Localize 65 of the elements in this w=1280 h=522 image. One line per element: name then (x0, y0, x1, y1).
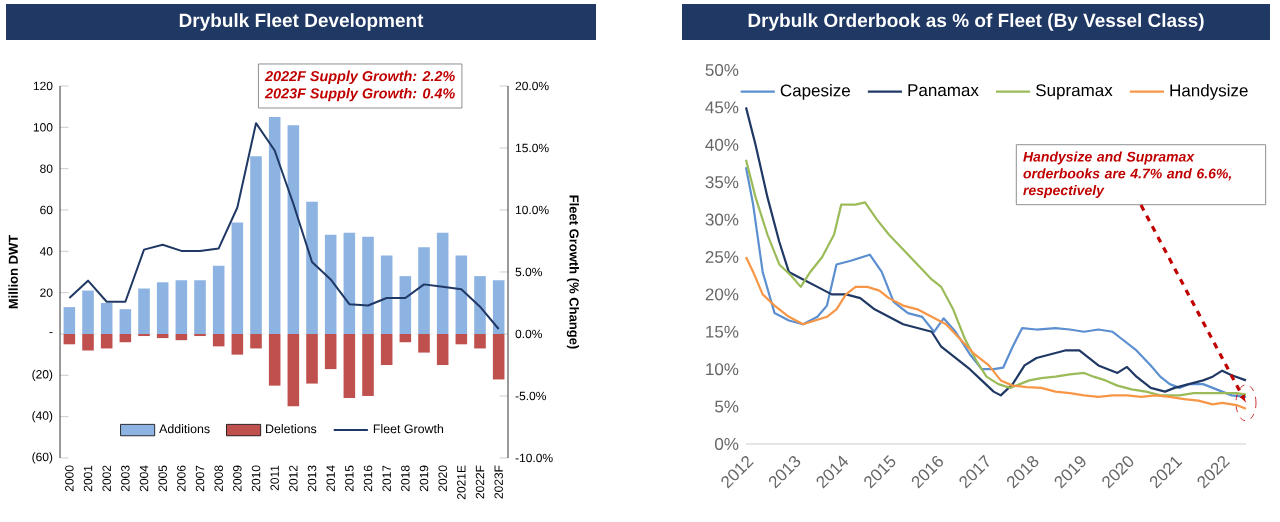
bar (474, 333, 486, 349)
bar (380, 255, 393, 334)
bar (100, 333, 113, 349)
legend-label: Panamax (908, 84, 979, 97)
bar (156, 333, 169, 339)
legend-label: Supramax (1036, 84, 1113, 100)
legend-label: Handysize (1170, 83, 1248, 100)
bar (100, 302, 113, 334)
bar (287, 333, 300, 407)
y-tick-label: 40% (705, 138, 739, 151)
bar (343, 333, 356, 399)
bar (119, 333, 132, 343)
y-tick-label: 5% (715, 400, 739, 413)
y-tick-label: 35% (705, 176, 739, 189)
bar (63, 307, 76, 334)
line-series (68, 122, 500, 331)
bar (436, 333, 449, 365)
bar (474, 276, 486, 334)
bar (399, 276, 412, 334)
bar (306, 333, 318, 384)
bar (399, 333, 412, 343)
bar (82, 333, 94, 351)
bar (436, 232, 449, 334)
bar (324, 234, 337, 334)
y-tick-label: 50% (705, 63, 739, 76)
bar (212, 265, 225, 334)
bar (63, 333, 76, 345)
y-tick-label: 0% (715, 437, 739, 450)
bar (324, 333, 337, 370)
bar (175, 280, 188, 334)
bar (380, 333, 393, 365)
bar (231, 222, 244, 334)
bar (268, 116, 281, 334)
y-tick-label: 30% (705, 213, 739, 226)
bar (362, 333, 374, 396)
bar (194, 280, 206, 334)
chart-title: Drybulk Fleet Development (179, 13, 424, 31)
bar (418, 247, 430, 334)
bar (231, 333, 244, 355)
bar (343, 232, 356, 334)
bar (287, 125, 300, 334)
legend-label: Capesize (780, 83, 850, 100)
bar (250, 156, 262, 334)
bar (138, 288, 150, 334)
y-tick-label: 15% (706, 325, 739, 338)
bar (492, 333, 505, 380)
bar (119, 309, 132, 334)
y-tick-label: 20% (705, 288, 739, 301)
chart-title: Drybulk Orderbook as % of Fleet (By Vessel Class) (748, 13, 1204, 31)
line-series (744, 255, 1248, 410)
bar (82, 290, 94, 334)
bar (455, 255, 468, 334)
bar (455, 333, 468, 345)
y-tick-label: 25% (705, 250, 739, 263)
bar (156, 282, 169, 334)
y-tick-label: 10% (706, 363, 739, 376)
bar (362, 236, 374, 334)
bar (418, 333, 430, 353)
bar (268, 333, 281, 386)
bar (250, 333, 262, 349)
bar (175, 333, 188, 341)
bar (212, 333, 225, 347)
bar (306, 201, 318, 334)
y-tick-label: 45% (705, 101, 739, 114)
bar (492, 280, 505, 334)
